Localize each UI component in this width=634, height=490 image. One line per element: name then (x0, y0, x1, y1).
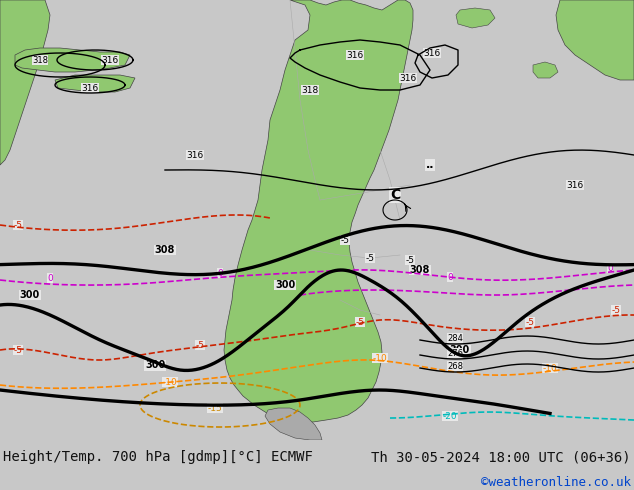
Text: 300: 300 (450, 345, 470, 355)
Text: 318: 318 (32, 55, 48, 65)
Polygon shape (265, 408, 322, 440)
Text: -5: -5 (195, 341, 205, 349)
Text: 316: 316 (424, 49, 441, 57)
Text: ..: .. (426, 160, 434, 170)
Text: ©weatheronline.co.uk: ©weatheronline.co.uk (481, 476, 631, 489)
Text: 316: 316 (566, 180, 584, 190)
Text: -5: -5 (612, 305, 621, 315)
Text: 0: 0 (607, 264, 613, 272)
Text: -5: -5 (406, 255, 415, 265)
Text: 268: 268 (447, 362, 463, 370)
Text: 316: 316 (186, 150, 204, 160)
Polygon shape (55, 75, 135, 92)
Text: -20: -20 (443, 412, 457, 420)
Text: -10: -10 (373, 353, 387, 363)
Text: 316: 316 (399, 74, 417, 82)
Text: 300: 300 (145, 360, 165, 370)
Polygon shape (0, 0, 50, 165)
Text: 318: 318 (301, 85, 319, 95)
Text: -10: -10 (163, 377, 178, 387)
Text: 0: 0 (47, 273, 53, 283)
Polygon shape (15, 48, 130, 72)
Text: -15: -15 (207, 404, 223, 413)
Polygon shape (556, 0, 634, 80)
Text: -10: -10 (543, 364, 557, 372)
Text: -5: -5 (356, 318, 365, 326)
Text: -5: -5 (526, 318, 534, 326)
Text: -5: -5 (13, 220, 22, 229)
Text: 308: 308 (155, 245, 175, 255)
Text: 316: 316 (346, 50, 364, 59)
Text: 316: 316 (81, 83, 99, 93)
Text: -5: -5 (365, 253, 375, 263)
Polygon shape (456, 8, 495, 28)
Text: 0: 0 (217, 269, 223, 277)
Text: 300: 300 (20, 290, 40, 300)
Text: Height/Temp. 700 hPa [gdmp][°C] ECMWF: Height/Temp. 700 hPa [gdmp][°C] ECMWF (3, 450, 313, 464)
Text: C: C (390, 188, 400, 202)
Text: 0: 0 (447, 272, 453, 282)
Text: Th 30-05-2024 18:00 UTC (06+36): Th 30-05-2024 18:00 UTC (06+36) (371, 450, 631, 464)
Text: -5: -5 (13, 345, 22, 355)
Text: 316: 316 (101, 55, 119, 65)
Text: 284: 284 (447, 334, 463, 343)
Text: -5: -5 (340, 236, 349, 245)
Polygon shape (533, 62, 558, 78)
Polygon shape (224, 0, 413, 422)
Text: 276: 276 (447, 348, 463, 358)
Text: 308: 308 (410, 265, 430, 275)
Text: 300: 300 (275, 280, 295, 290)
